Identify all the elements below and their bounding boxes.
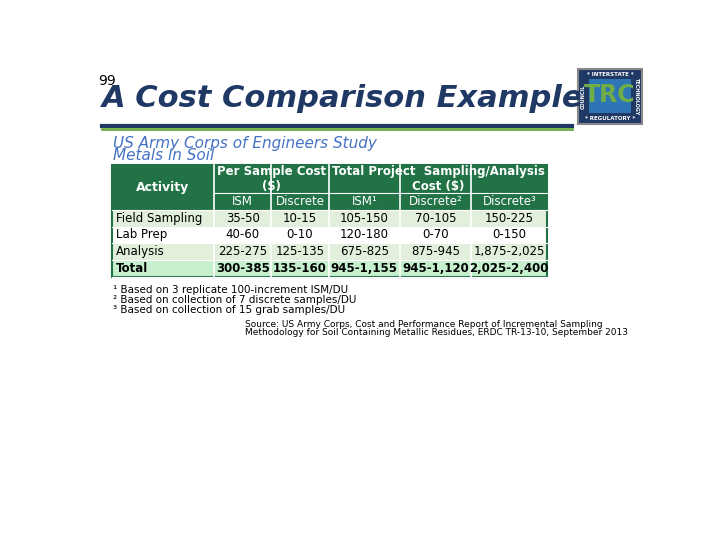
- Text: Discrete³: Discrete³: [482, 194, 536, 207]
- Text: 1,875-2,025: 1,875-2,025: [474, 245, 545, 259]
- FancyBboxPatch shape: [589, 79, 631, 113]
- FancyBboxPatch shape: [112, 244, 547, 260]
- FancyBboxPatch shape: [329, 193, 400, 210]
- Text: Discrete²: Discrete²: [409, 194, 462, 207]
- Text: ³ Based on collection of 15 grab samples/DU: ³ Based on collection of 15 grab samples…: [113, 305, 346, 315]
- Text: TECHNOLOGY: TECHNOLOGY: [634, 78, 639, 115]
- Text: 105-150: 105-150: [340, 212, 389, 225]
- Text: Lab Prep: Lab Prep: [117, 228, 168, 241]
- FancyBboxPatch shape: [329, 165, 547, 193]
- FancyBboxPatch shape: [400, 193, 472, 210]
- FancyBboxPatch shape: [214, 193, 271, 210]
- Text: ² Based on collection of 7 discrete samples/DU: ² Based on collection of 7 discrete samp…: [113, 295, 356, 305]
- Text: 70-105: 70-105: [415, 212, 456, 225]
- Text: Analysis: Analysis: [117, 245, 165, 259]
- Text: 945-1,120: 945-1,120: [402, 262, 469, 275]
- Text: 150-225: 150-225: [485, 212, 534, 225]
- Text: 945-1,155: 945-1,155: [331, 262, 398, 275]
- Text: Activity: Activity: [136, 181, 189, 194]
- Text: COUNCIL: COUNCIL: [581, 84, 586, 109]
- Text: ISM¹: ISM¹: [351, 194, 377, 207]
- Text: ¹ Based on 3 replicate 100-increment ISM/DU: ¹ Based on 3 replicate 100-increment ISM…: [113, 285, 348, 295]
- Text: * INTERSTATE *: * INTERSTATE *: [587, 71, 634, 77]
- Text: Field Sampling: Field Sampling: [117, 212, 203, 225]
- FancyBboxPatch shape: [214, 165, 329, 193]
- Text: 300-385: 300-385: [216, 262, 269, 275]
- Text: 875-945: 875-945: [411, 245, 460, 259]
- FancyBboxPatch shape: [472, 193, 547, 210]
- Text: Methodology for Soil Containing Metallic Residues, ERDC TR-13-10, September 2013: Methodology for Soil Containing Metallic…: [245, 328, 628, 337]
- Text: 120-180: 120-180: [340, 228, 389, 241]
- Text: 10-15: 10-15: [283, 212, 317, 225]
- Text: US Army Corps of Engineers Study: US Army Corps of Engineers Study: [113, 137, 377, 151]
- FancyBboxPatch shape: [271, 193, 329, 210]
- Text: TRC: TRC: [584, 83, 636, 107]
- Text: 99: 99: [98, 74, 115, 88]
- FancyBboxPatch shape: [112, 260, 547, 278]
- Text: 2,025-2,400: 2,025-2,400: [469, 262, 549, 275]
- FancyBboxPatch shape: [112, 210, 547, 226]
- Text: 225-275: 225-275: [218, 245, 267, 259]
- Text: 0-10: 0-10: [287, 228, 313, 241]
- Text: Discrete: Discrete: [276, 194, 325, 207]
- Text: 125-135: 125-135: [276, 245, 325, 259]
- FancyBboxPatch shape: [578, 69, 642, 124]
- Text: 35-50: 35-50: [226, 212, 260, 225]
- Text: 135-160: 135-160: [273, 262, 327, 275]
- Text: Total Project  Sampling/Analysis
Cost ($): Total Project Sampling/Analysis Cost ($): [331, 165, 544, 193]
- Text: ISM: ISM: [233, 194, 253, 207]
- Text: Per Sample Cost
($): Per Sample Cost ($): [217, 165, 326, 193]
- Text: Source: US Army Corps, Cost and Performance Report of Incremental Sampling: Source: US Army Corps, Cost and Performa…: [245, 320, 603, 329]
- FancyBboxPatch shape: [112, 165, 214, 210]
- Text: 40-60: 40-60: [225, 228, 260, 241]
- Text: 0-150: 0-150: [492, 228, 526, 241]
- FancyBboxPatch shape: [112, 226, 547, 244]
- Text: Metals in Soil: Metals in Soil: [113, 148, 215, 163]
- Text: 0-70: 0-70: [423, 228, 449, 241]
- Text: A Cost Comparison Example: A Cost Comparison Example: [102, 84, 583, 113]
- Text: 675-825: 675-825: [340, 245, 389, 259]
- Text: * REGULATORY *: * REGULATORY *: [585, 116, 635, 121]
- Text: Total: Total: [117, 262, 148, 275]
